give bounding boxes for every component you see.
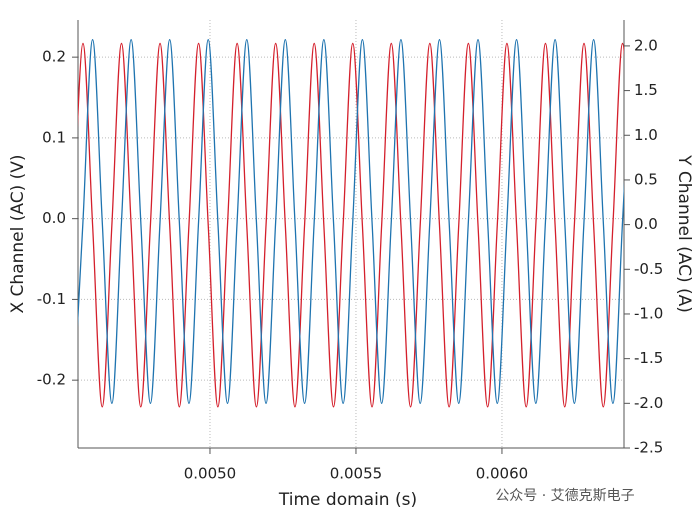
series-line xyxy=(78,39,624,404)
x-tick-label: 0.0060 xyxy=(476,465,529,483)
x-tick-label: 0.0055 xyxy=(330,465,383,483)
y-tick-label: -0.2 xyxy=(37,371,66,389)
y-axis-label: X Channel (AC) (V) xyxy=(8,154,28,313)
y2-tick-label: -2.5 xyxy=(634,439,663,457)
y2-tick-label: -0.5 xyxy=(634,260,663,278)
plot-area xyxy=(78,39,624,408)
y-tick-label: 0.0 xyxy=(42,209,66,227)
y2-tick-label: 0.5 xyxy=(634,170,658,188)
x-axis-label: Time domain (s) xyxy=(278,490,417,510)
y2-tick-label: -1.5 xyxy=(634,349,663,367)
y-tick-label: -0.1 xyxy=(37,290,66,308)
y-tick-label: 0.2 xyxy=(42,48,66,66)
y-tick-label: 0.1 xyxy=(42,128,66,146)
x-tick-label: 0.0050 xyxy=(184,465,237,483)
y2-tick-label: 0.0 xyxy=(634,215,658,233)
y2-tick-label: -1.0 xyxy=(634,304,663,322)
series-line xyxy=(78,42,624,408)
y2-tick-label: 1.5 xyxy=(634,81,658,99)
y2-tick-label: 2.0 xyxy=(634,36,658,54)
y2-tick-label: -2.0 xyxy=(634,394,663,412)
y2-tick-label: 1.0 xyxy=(634,126,658,144)
y2-axis-label: Y Channel (AC) (A) xyxy=(674,154,694,313)
watermark: 公众号 · 艾德克斯电子 xyxy=(495,488,634,504)
